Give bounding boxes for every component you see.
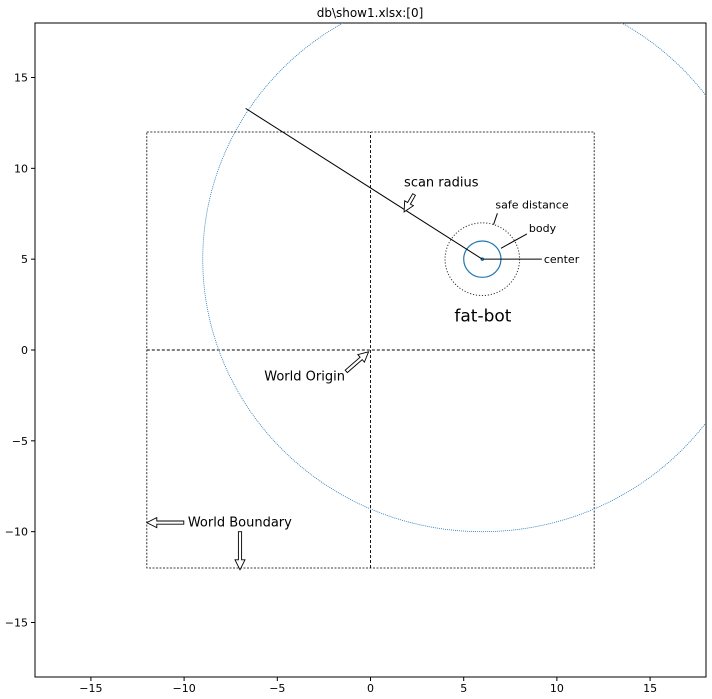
body-pointer (500, 233, 528, 249)
scan-radius-line (245, 107, 483, 260)
center-label: center (544, 253, 580, 266)
x-tick-label: −10 (173, 682, 196, 695)
chart-title: db\show1.xlsx:[0] (317, 6, 424, 20)
scan-radius-circle (202, 23, 706, 532)
world-boundary-label: World Boundary (188, 516, 292, 531)
x-tick-label: 10 (550, 682, 564, 695)
x-tick-label: 0 (367, 682, 374, 695)
fat-bot-label: fat-bot (454, 306, 511, 326)
y-tick-label: 10 (14, 162, 28, 175)
x-tick-label: −15 (79, 682, 102, 695)
y-tick-label: −15 (5, 617, 28, 630)
world-boundary-arrow-down (234, 531, 246, 571)
y-tick-label: 15 (14, 72, 28, 85)
world-origin-label: World Origin (264, 369, 345, 384)
x-tick-label: 15 (643, 682, 657, 695)
x-tick-label: 5 (460, 682, 467, 695)
safe-distance-pointer (493, 213, 498, 225)
world-boundary-arrow-left (145, 516, 185, 529)
x-tick-label: −5 (269, 682, 285, 695)
y-tick-label: −5 (12, 435, 28, 448)
y-tick-label: 5 (21, 253, 28, 266)
y-tick-label: 0 (21, 344, 28, 357)
safe-distance-label: safe distance (495, 198, 568, 211)
body-label: body (529, 222, 557, 235)
y-tick-label: −10 (5, 526, 28, 539)
world-origin-arrow (344, 351, 370, 374)
scan-radius-arrow (403, 193, 417, 213)
scan-radius-label: scan radius (404, 176, 479, 191)
